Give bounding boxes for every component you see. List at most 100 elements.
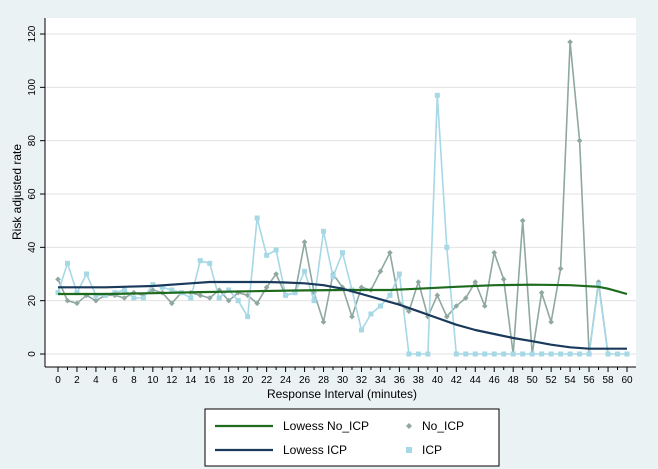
x-tick-label: 10 bbox=[147, 375, 159, 386]
point-icp bbox=[283, 292, 289, 298]
point-icp bbox=[273, 247, 279, 253]
x-tick-label: 56 bbox=[584, 375, 596, 386]
y-tick-label: 60 bbox=[27, 188, 38, 200]
legend-box bbox=[204, 408, 500, 467]
point-no-icp bbox=[500, 276, 507, 283]
point-icp bbox=[406, 351, 412, 357]
point-icp bbox=[188, 295, 194, 301]
point-icp bbox=[197, 258, 203, 264]
point-icp bbox=[55, 290, 61, 296]
x-tick-label: 42 bbox=[451, 375, 463, 386]
x-tick-label: 40 bbox=[432, 375, 444, 386]
x-tick-label: 18 bbox=[223, 375, 235, 386]
point-icp bbox=[368, 311, 374, 317]
point-no-icp bbox=[377, 268, 384, 275]
gridlines bbox=[45, 33, 636, 355]
point-icp bbox=[567, 351, 573, 357]
point-no-icp bbox=[462, 295, 469, 301]
point-icp bbox=[577, 351, 583, 357]
point-no-icp bbox=[273, 271, 279, 277]
legend-label-lowess-icp: Lowess ICP bbox=[283, 443, 347, 457]
legend-label-lowess-no-icp: Lowess No_ICP bbox=[283, 419, 369, 433]
point-no-icp bbox=[121, 295, 128, 301]
point-no-icp bbox=[169, 300, 175, 307]
point-no-icp bbox=[263, 284, 270, 291]
y-tick-label: 0 bbox=[27, 351, 38, 357]
point-no-icp bbox=[254, 300, 260, 307]
x-tick-label: 46 bbox=[489, 375, 501, 386]
point-icp bbox=[74, 290, 80, 296]
point-icp bbox=[226, 287, 232, 293]
point-icp bbox=[586, 351, 592, 357]
plot-area bbox=[45, 18, 636, 367]
x-tick-label: 4 bbox=[93, 375, 99, 386]
x-tick-label: 30 bbox=[337, 375, 349, 386]
point-no-icp bbox=[415, 279, 422, 285]
point-icp bbox=[548, 351, 554, 357]
point-icp bbox=[624, 351, 630, 357]
x-tick-label: 44 bbox=[470, 375, 482, 386]
point-no-icp bbox=[349, 313, 355, 320]
point-icp bbox=[330, 274, 336, 280]
point-no-icp bbox=[197, 292, 204, 299]
x-tick-label: 32 bbox=[356, 375, 368, 386]
point-icp bbox=[396, 271, 402, 277]
point-no-icp bbox=[235, 289, 241, 296]
x-axis-label: Response Interval (minutes) bbox=[267, 387, 417, 401]
point-no-icp bbox=[225, 297, 232, 304]
point-icp bbox=[131, 295, 137, 301]
point-icp bbox=[463, 351, 469, 357]
point-no-icp bbox=[206, 295, 213, 301]
x-tick-label: 16 bbox=[204, 375, 216, 386]
point-icp bbox=[510, 351, 516, 357]
point-icp bbox=[482, 351, 488, 357]
point-no-icp bbox=[64, 297, 71, 304]
point-icp bbox=[491, 351, 497, 357]
x-tick-label: 8 bbox=[131, 375, 137, 386]
point-icp bbox=[472, 351, 478, 357]
point-no-icp bbox=[481, 303, 488, 309]
x-tick-label: 26 bbox=[299, 375, 311, 386]
x-tick-label: 2 bbox=[74, 375, 80, 386]
point-icp bbox=[207, 260, 213, 266]
x-tick-label: 12 bbox=[166, 375, 178, 386]
y-tick-label: 120 bbox=[27, 25, 38, 42]
point-icp bbox=[321, 228, 327, 234]
x-tick-label: 34 bbox=[375, 375, 387, 386]
legend-label-icp: ICP bbox=[422, 443, 442, 457]
point-no-icp bbox=[519, 217, 526, 224]
point-icp bbox=[311, 298, 317, 304]
point-icp bbox=[292, 290, 298, 296]
series-layer bbox=[55, 39, 630, 357]
point-no-icp bbox=[567, 39, 573, 45]
x-tick-label: 14 bbox=[185, 375, 197, 386]
point-icp bbox=[605, 351, 611, 357]
point-icp bbox=[539, 351, 545, 357]
legend-key-no-icp bbox=[406, 423, 412, 429]
point-no-icp bbox=[244, 292, 251, 299]
x-tick-label: 58 bbox=[602, 375, 614, 386]
point-icp bbox=[358, 327, 364, 333]
point-no-icp bbox=[358, 284, 365, 291]
point-no-icp bbox=[576, 137, 583, 144]
point-icp bbox=[340, 250, 345, 256]
point-icp bbox=[596, 282, 602, 288]
point-icp bbox=[121, 287, 127, 293]
x-tick-label: 48 bbox=[508, 375, 520, 386]
x-tick-label: 52 bbox=[546, 375, 558, 386]
point-no-icp bbox=[150, 287, 156, 293]
point-no-icp bbox=[444, 313, 450, 320]
point-icp bbox=[615, 351, 621, 357]
point-icp bbox=[102, 292, 108, 298]
point-icp bbox=[112, 290, 118, 296]
point-icp bbox=[425, 351, 431, 357]
x-tick-label: 20 bbox=[242, 375, 254, 386]
point-icp bbox=[415, 351, 421, 357]
y-tick-label: 100 bbox=[27, 79, 38, 96]
point-icp bbox=[93, 292, 99, 298]
y-tick-label: 80 bbox=[27, 135, 38, 147]
point-no-icp bbox=[320, 319, 327, 325]
point-icp bbox=[520, 351, 526, 357]
